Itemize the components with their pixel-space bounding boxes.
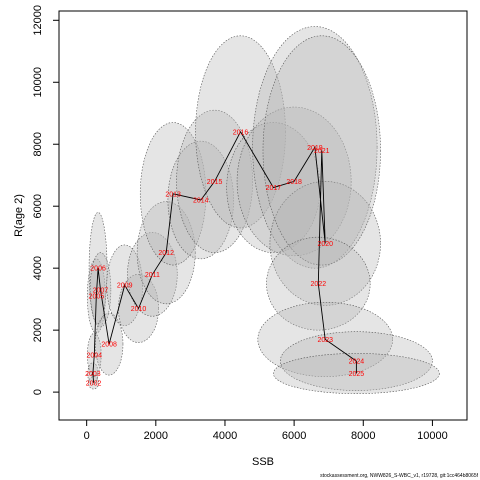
year-label-2012: 2012: [158, 250, 174, 257]
x-tick-label: 8000: [351, 430, 375, 442]
year-label-2025: 2025: [349, 371, 365, 378]
x-tick-label: 10000: [417, 430, 448, 442]
trajectory-line: [92, 130, 357, 383]
year-labels: 2002 2003 2004 2005 2006 2007 2008 2009 2010 2011…: [85, 129, 364, 387]
y-tick-label: 8000: [32, 132, 44, 156]
year-label-2022: 2022: [311, 281, 327, 288]
year-label-2024: 2024: [349, 359, 365, 366]
y-tick-label: 10000: [32, 67, 44, 98]
year-label-2011: 2011: [145, 272, 160, 279]
year-label-2023: 2023: [317, 337, 333, 344]
y-axis: 0 2000 4000 6000 8000 10000 12000: [32, 5, 60, 395]
year-label-2009: 2009: [117, 283, 133, 290]
year-label-2020: 2020: [317, 241, 333, 248]
footer-credit: stockassessment.org, NWW826_S-WBC_v1, r1…: [320, 473, 478, 479]
year-label-2018: 2018: [286, 179, 302, 186]
year-label-2006: 2006: [90, 266, 106, 273]
year-label-2002: 2002: [86, 380, 102, 387]
y-tick-label: 6000: [32, 194, 44, 218]
x-axis: 0 2000 4000 6000 8000 10000: [84, 419, 448, 442]
y-tick-label: 12000: [32, 5, 44, 36]
trajectory-path: [92, 130, 357, 383]
year-label-2019: 2019: [307, 145, 323, 152]
y-tick-label: 0: [32, 389, 44, 395]
year-label-2004: 2004: [86, 352, 102, 359]
year-label-2021: 2021: [314, 148, 330, 155]
y-axis-title: R(age 2): [13, 194, 25, 237]
year-label-2015: 2015: [207, 179, 223, 186]
year-label-2013: 2013: [165, 191, 181, 198]
confidence-ellipse-2002: [88, 376, 100, 390]
confidence-ellipses: [87, 26, 440, 394]
year-label-2016: 2016: [233, 129, 249, 136]
year-label-2007: 2007: [93, 287, 109, 294]
x-tick-label: 2000: [144, 430, 168, 442]
year-label-2017: 2017: [266, 185, 282, 192]
year-label-2008: 2008: [101, 342, 117, 349]
x-tick-label: 6000: [282, 430, 306, 442]
confidence-ellipse-2025: [273, 353, 440, 394]
year-label-2010: 2010: [131, 306, 147, 313]
x-tick-label: 4000: [213, 430, 237, 442]
y-tick-label: 4000: [32, 256, 44, 280]
x-tick-label: 0: [84, 430, 90, 442]
x-axis-title: SSB: [252, 456, 274, 468]
y-tick-label: 2000: [32, 318, 44, 342]
year-label-2014: 2014: [193, 198, 209, 205]
year-label-2003: 2003: [85, 371, 101, 378]
year-label-2005: 2005: [89, 294, 105, 301]
